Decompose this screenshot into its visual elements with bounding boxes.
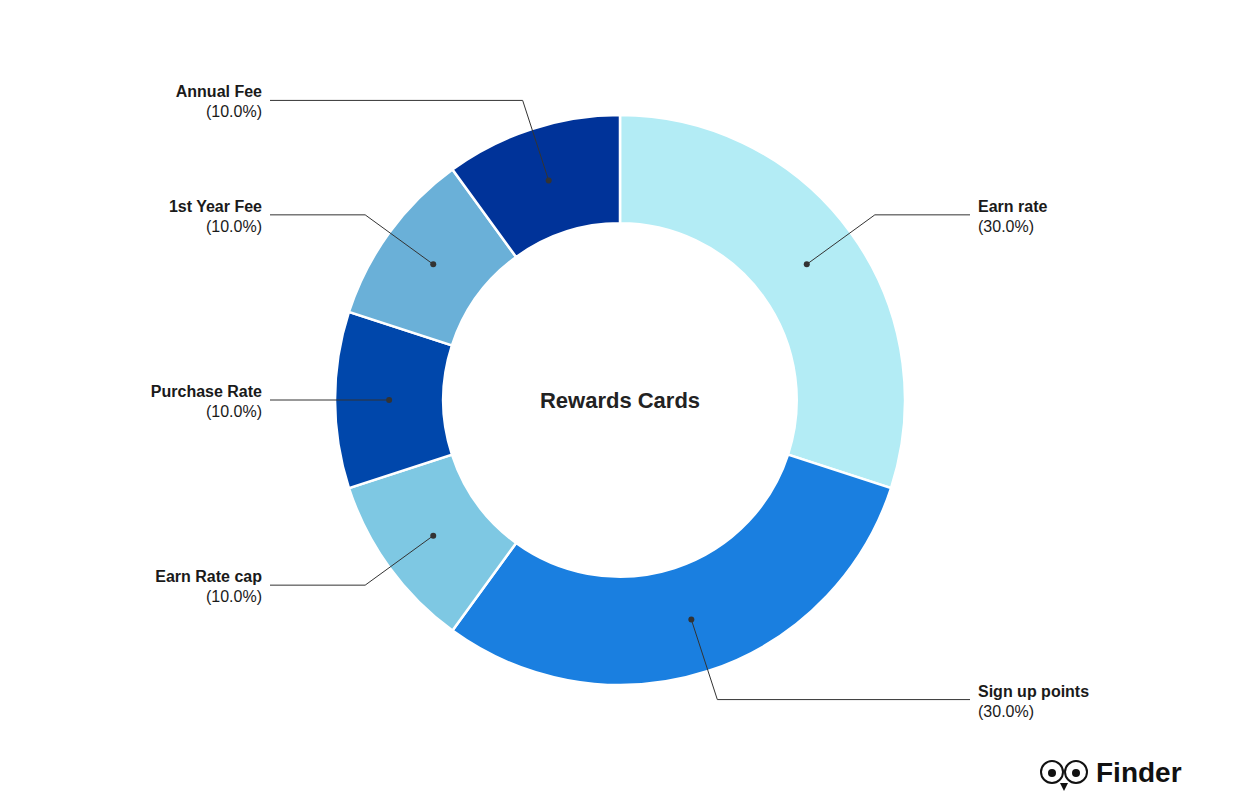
logo: Finder — [1041, 757, 1182, 792]
leader-dot — [688, 617, 694, 623]
value-label: (30.0%) — [978, 703, 1034, 720]
leader-line — [270, 215, 433, 264]
logo-icon — [1041, 761, 1063, 783]
logo-icon — [1048, 769, 1056, 777]
value-label: (10.0%) — [206, 218, 262, 235]
slice-label: Purchase Rate — [151, 383, 262, 400]
value-label: (10.0%) — [206, 103, 262, 120]
slice-label: Earn rate — [978, 198, 1047, 215]
leader-line — [270, 100, 549, 180]
value-label: (10.0%) — [206, 588, 262, 605]
slice — [452, 115, 620, 257]
logo-text: Finder — [1096, 757, 1182, 788]
logo-icon — [1072, 769, 1080, 777]
logo-icon — [1060, 783, 1068, 791]
leader-line — [270, 400, 389, 401]
leader-dot — [430, 261, 436, 267]
leader-line — [270, 536, 433, 585]
leader-dot — [804, 261, 810, 267]
value-label: (30.0%) — [978, 218, 1034, 235]
annotations: Earn rate (30.0%) Sign up points (30.0%) Ear… — [151, 83, 1089, 719]
title: Rewards Cards — [540, 388, 700, 413]
leader-dot — [430, 533, 436, 539]
leader-line — [691, 620, 970, 700]
slice — [452, 455, 891, 685]
leader-dot — [546, 177, 552, 183]
value-label: (10.0%) — [206, 403, 262, 420]
slices — [335, 115, 905, 685]
slice-label: Sign up points — [978, 683, 1089, 700]
leader-dot — [386, 397, 392, 403]
slice-label: Earn Rate cap — [155, 568, 262, 585]
leader-line — [807, 215, 970, 264]
slice-label: 1st Year Fee — [169, 198, 262, 215]
slice — [620, 115, 905, 488]
chart: Earn rate (30.0%) Sign up points (30.0%) Ear… — [0, 0, 1240, 806]
slice-label: Annual Fee — [176, 83, 262, 100]
logo-icon — [1065, 761, 1087, 783]
